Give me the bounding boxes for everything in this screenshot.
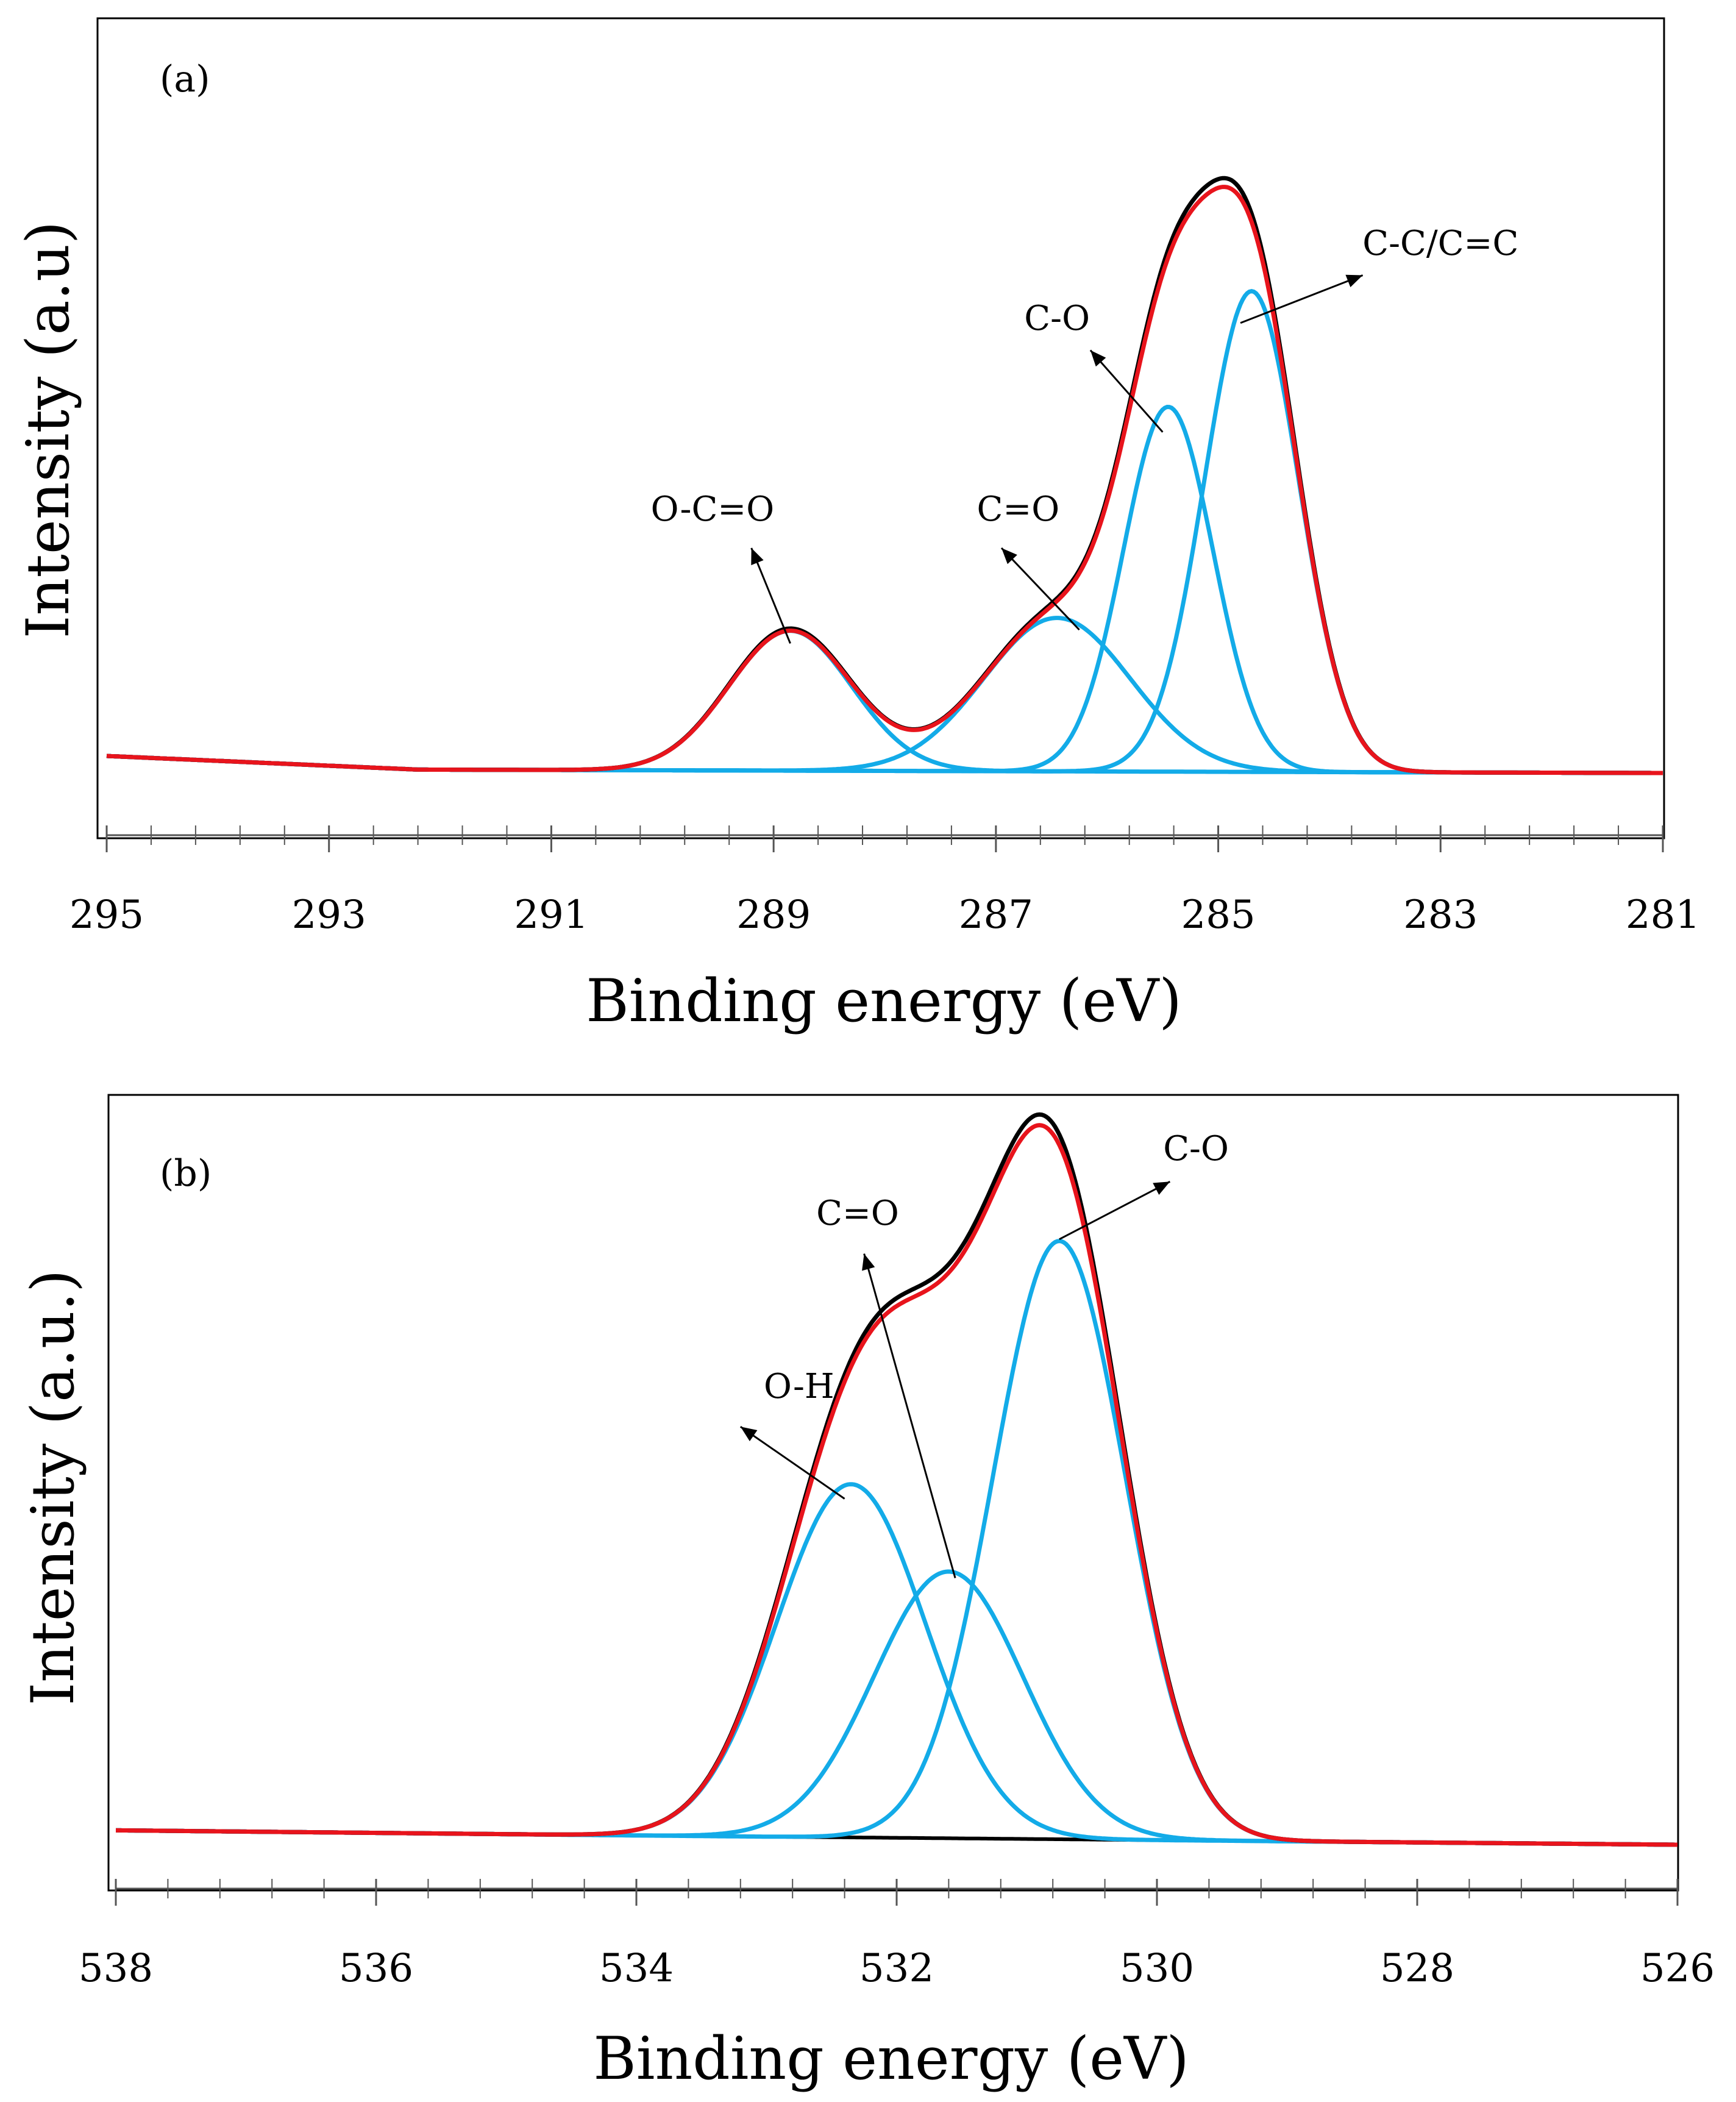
x-tick-label: 289: [736, 892, 811, 938]
annotation-label: C-O: [1163, 1129, 1229, 1169]
panel-a-tick-labels: 295 293 291 289 287 285 283 281: [69, 892, 1700, 938]
component-peak-o-c-o: [106, 629, 1663, 775]
fit-envelope-curve: [116, 1123, 1677, 1847]
x-tick-label: 538: [79, 1946, 153, 1991]
annotation-arrowhead: [1345, 274, 1363, 288]
x-tick-label: 287: [959, 892, 1033, 938]
fit-envelope-curve: [106, 185, 1663, 775]
x-tick-label: 534: [599, 1946, 674, 1991]
annotation-label: O-H: [764, 1367, 834, 1406]
annotation-arrowhead: [1153, 1181, 1170, 1195]
panel-b-label: (b): [160, 1152, 212, 1195]
panel-b-frame: [107, 1094, 1679, 1892]
annotation-arrowhead: [862, 1253, 875, 1271]
x-tick-label: 293: [292, 892, 366, 938]
annotation-arrow-line: [739, 1426, 845, 1500]
component-peak-c-c-c-c: [106, 288, 1663, 775]
panel-a-ylabel: Intensity (a.u): [14, 221, 82, 639]
annotation-arrow-line: [750, 547, 791, 644]
panel-b-curves: [116, 1112, 1677, 1847]
annotation-arrow-line: [1000, 547, 1080, 631]
annotation-arrowhead: [740, 1427, 758, 1442]
annotation-arrow-line: [863, 1253, 956, 1578]
x-tick-label: 281: [1626, 892, 1700, 938]
component-peak-o-h: [116, 1482, 1677, 1847]
annotation-label: C=O: [816, 1194, 899, 1233]
panel-b: 538 536 534 532 530 528 526 O-H C=O C-O (b) Bind…: [19, 1094, 1715, 2093]
panel-b-xlabel: Binding energy (eV): [593, 2025, 1189, 2093]
component-peak-c-o: [116, 1569, 1677, 1847]
panel-a-xlabel: Binding energy (eV): [586, 967, 1182, 1035]
x-tick-label: 536: [339, 1946, 413, 1991]
panel-a-ticks: [105, 825, 1664, 852]
panel-a-frame: [96, 17, 1665, 839]
x-tick-label: 295: [69, 892, 144, 938]
annotation-arrow-line: [1089, 349, 1164, 433]
annotation-arrow-line: [1059, 1180, 1171, 1241]
experimental-curve: [106, 176, 1663, 775]
panel-b-ticks: [115, 1879, 1679, 1906]
x-tick-label: 530: [1120, 1946, 1194, 1991]
panel-a-label: (a): [160, 58, 210, 101]
annotation-arrowhead: [1090, 350, 1106, 367]
x-tick-label: 291: [514, 892, 588, 938]
annotation-arrowhead: [1001, 547, 1017, 565]
panel-a: 295 293 291 289 287 285 283 281 O-C=O C=O C-O C-C/…: [14, 17, 1700, 1035]
panel-a-curves: [106, 176, 1663, 775]
x-tick-label: 285: [1181, 892, 1255, 938]
annotation-arrow-line: [1240, 274, 1364, 324]
x-tick-label: 283: [1403, 892, 1478, 938]
panel-b-tick-labels: 538 536 534 532 530 528 526: [79, 1946, 1715, 1991]
x-tick-label: 528: [1380, 1946, 1454, 1991]
x-tick-label: 532: [859, 1946, 934, 1991]
annotation-arrowhead: [751, 547, 764, 566]
annotation-label: C=O: [976, 490, 1059, 529]
x-tick-label: 526: [1640, 1946, 1715, 1991]
panel-b-annotations: O-H C=O C-O: [739, 1129, 1229, 1578]
annotation-label: O-C=O: [651, 490, 775, 529]
annotation-label: C-O: [1024, 299, 1090, 338]
annotation-label: C-C/C=C: [1362, 224, 1518, 263]
panel-a-annotations: O-C=O C=O C-O C-C/C=C: [651, 224, 1518, 644]
panel-b-ylabel: Intensity (a.u.): [19, 1269, 87, 1705]
component-peak-c-o: [106, 616, 1663, 775]
